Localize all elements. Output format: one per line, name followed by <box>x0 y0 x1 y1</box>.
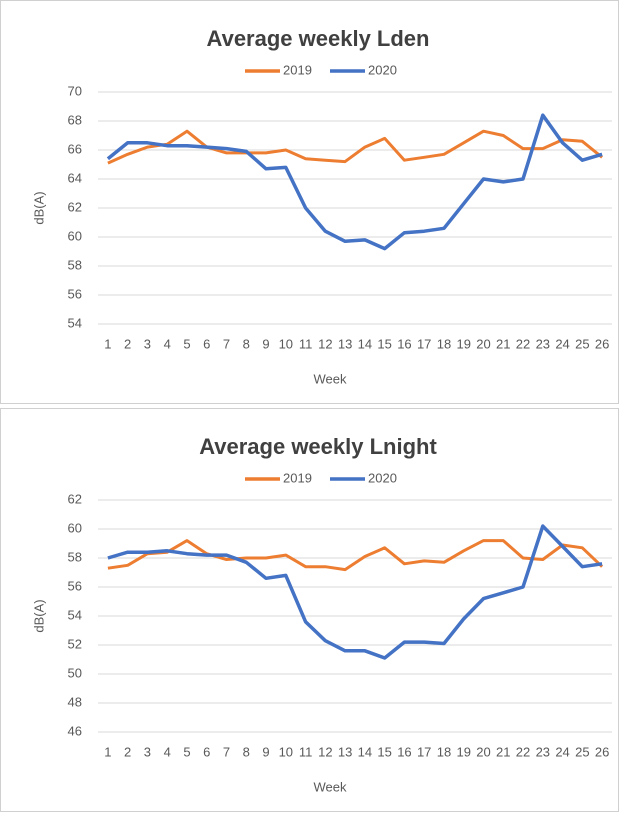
x-tick-label: 7 <box>223 336 230 351</box>
x-tick-label: 10 <box>279 744 293 759</box>
x-tick-label: 16 <box>397 336 411 351</box>
x-tick-label: 13 <box>338 744 352 759</box>
y-tick-label: 54 <box>68 607 82 622</box>
y-axis-title: dB(A) <box>31 599 46 632</box>
x-tick-label: 13 <box>338 336 352 351</box>
legend-label: 2019 <box>283 470 312 485</box>
x-tick-label: 24 <box>555 744 569 759</box>
legend-label: 2020 <box>368 62 397 77</box>
x-axis-title: Week <box>314 779 347 794</box>
legend-label: 2020 <box>368 470 397 485</box>
x-tick-label: 11 <box>299 744 313 759</box>
y-tick-label: 70 <box>68 83 82 98</box>
x-tick-label: 22 <box>516 744 530 759</box>
y-tick-label: 48 <box>68 694 82 709</box>
x-tick-label: 1 <box>104 336 111 351</box>
x-tick-label: 26 <box>595 336 609 351</box>
x-tick-label: 25 <box>575 744 589 759</box>
x-tick-label: 12 <box>318 744 332 759</box>
y-tick-label: 58 <box>68 257 82 272</box>
y-tick-label: 60 <box>68 228 82 243</box>
x-tick-label: 4 <box>164 744 171 759</box>
x-tick-label: 18 <box>437 336 451 351</box>
x-tick-label: 6 <box>203 336 210 351</box>
x-tick-label: 9 <box>262 744 269 759</box>
y-tick-label: 56 <box>68 286 82 301</box>
panel-border <box>0 408 619 812</box>
legend-label: 2019 <box>283 62 312 77</box>
x-tick-label: 14 <box>358 744 372 759</box>
series-line <box>106 113 603 251</box>
x-tick-label: 2 <box>124 744 131 759</box>
x-tick-label: 20 <box>476 336 490 351</box>
series-line <box>107 524 603 660</box>
chart-title: Average weekly Lden <box>207 26 430 51</box>
x-tick-label: 17 <box>417 336 431 351</box>
x-tick-label: 15 <box>377 336 391 351</box>
x-tick-label: 3 <box>144 336 151 351</box>
x-tick-label: 5 <box>183 744 190 759</box>
x-tick-label: 23 <box>536 744 550 759</box>
y-axis-title: dB(A) <box>31 191 46 224</box>
y-tick-label: 58 <box>68 549 82 564</box>
chart-title: Average weekly Lnight <box>199 434 437 459</box>
x-tick-label: 19 <box>456 336 470 351</box>
x-tick-label: 8 <box>243 336 250 351</box>
series-line <box>107 539 604 572</box>
y-tick-label: 64 <box>68 170 82 185</box>
x-tick-label: 21 <box>496 336 510 351</box>
x-tick-label: 9 <box>262 336 269 351</box>
y-tick-label: 60 <box>68 520 82 535</box>
x-tick-label: 6 <box>203 744 210 759</box>
x-tick-label: 18 <box>437 744 451 759</box>
y-tick-label: 66 <box>68 141 82 156</box>
y-tick-label: 50 <box>68 665 82 680</box>
x-tick-label: 26 <box>595 744 609 759</box>
y-tick-label: 62 <box>68 199 82 214</box>
x-tick-label: 7 <box>223 744 230 759</box>
y-tick-label: 62 <box>68 491 82 506</box>
series-line <box>107 129 604 165</box>
x-tick-label: 19 <box>456 744 470 759</box>
y-tick-label: 68 <box>68 112 82 127</box>
x-tick-label: 5 <box>183 336 190 351</box>
y-tick-label: 54 <box>68 315 82 330</box>
x-tick-label: 23 <box>536 336 550 351</box>
x-tick-label: 20 <box>476 744 490 759</box>
y-tick-label: 56 <box>68 578 82 593</box>
x-tick-label: 17 <box>417 744 431 759</box>
x-tick-label: 10 <box>279 336 293 351</box>
x-tick-label: 1 <box>104 744 111 759</box>
x-tick-label: 4 <box>164 336 171 351</box>
y-tick-label: 52 <box>68 636 82 651</box>
x-tick-label: 25 <box>575 336 589 351</box>
x-tick-label: 3 <box>144 744 151 759</box>
x-tick-label: 22 <box>516 336 530 351</box>
x-tick-label: 24 <box>555 336 569 351</box>
x-tick-label: 12 <box>318 336 332 351</box>
x-axis-title: Week <box>314 371 347 386</box>
x-tick-label: 8 <box>243 744 250 759</box>
panel-border <box>0 0 619 404</box>
x-tick-label: 15 <box>377 744 391 759</box>
x-tick-label: 16 <box>397 744 411 759</box>
x-tick-label: 21 <box>496 744 510 759</box>
y-tick-label: 46 <box>68 723 82 738</box>
x-tick-label: 2 <box>124 336 131 351</box>
x-tick-label: 14 <box>358 336 372 351</box>
x-tick-label: 11 <box>299 336 313 351</box>
